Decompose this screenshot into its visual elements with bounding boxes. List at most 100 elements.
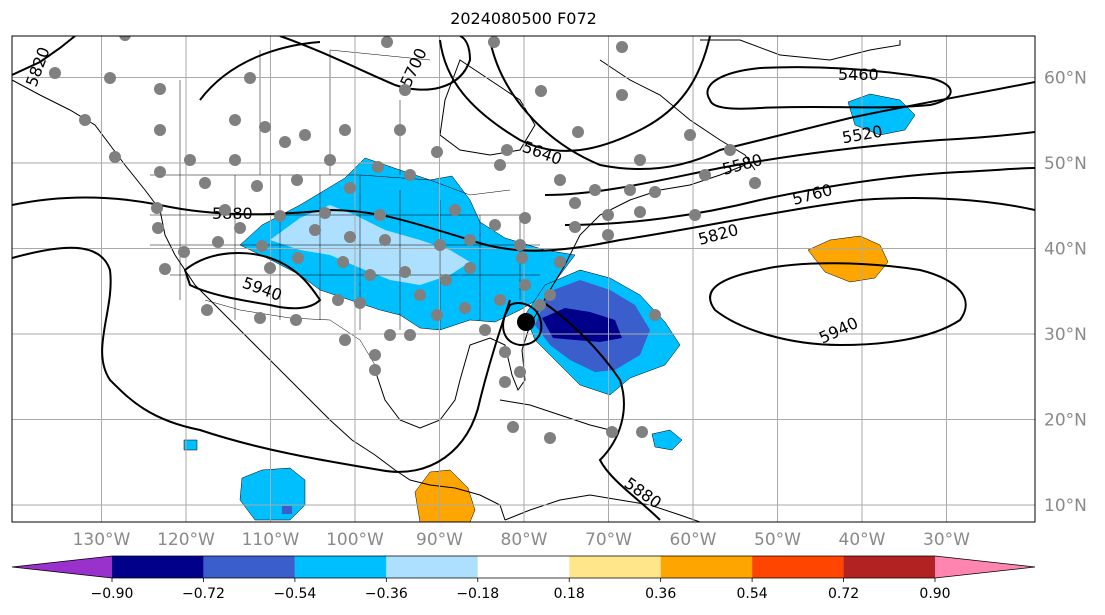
contour-label: 5880	[212, 204, 253, 223]
station-marker	[199, 177, 211, 189]
coastline-south-america	[504, 494, 701, 522]
station-marker	[459, 302, 471, 314]
station-marker	[554, 174, 566, 186]
station-marker	[689, 209, 701, 221]
station-marker	[501, 144, 513, 156]
station-marker	[369, 364, 381, 376]
contour-line	[12, 36, 76, 76]
storm-center-marker	[517, 313, 535, 331]
station-marker	[404, 169, 416, 181]
colorbar-segment	[569, 556, 661, 578]
coastline-cuba	[499, 399, 611, 431]
colorbar-segment	[294, 556, 387, 578]
station-marker	[649, 186, 661, 198]
station-marker	[159, 263, 171, 275]
coastline-gulf	[374, 164, 746, 429]
contour-line	[489, 39, 1035, 170]
station-marker	[309, 224, 321, 236]
colorbar-tick-label: −0.72	[182, 586, 225, 602]
station-marker	[274, 210, 286, 222]
station-marker	[440, 274, 452, 286]
station-marker	[616, 89, 628, 101]
anomaly-negative-region	[183, 439, 198, 451]
station-markers	[49, 36, 761, 444]
station-marker	[364, 269, 376, 281]
latitude-label: 10°N	[1044, 496, 1087, 516]
station-marker	[104, 72, 116, 84]
station-marker	[384, 329, 396, 341]
colorbar-tick-label: 0.36	[645, 586, 676, 602]
contour-label: 5820	[696, 220, 740, 249]
latitude-label: 50°N	[1044, 154, 1087, 174]
longitude-label: 30°W	[923, 530, 970, 550]
station-marker	[291, 174, 303, 186]
station-marker	[339, 334, 351, 346]
station-marker	[684, 129, 696, 141]
station-marker	[449, 204, 461, 216]
colorbar-tick-label: −0.36	[365, 586, 408, 602]
station-marker	[602, 209, 614, 221]
anomaly-negative-region	[651, 429, 683, 451]
station-marker	[279, 136, 291, 148]
station-marker	[292, 252, 304, 264]
latitude-label: 60°N	[1044, 69, 1087, 89]
station-marker	[119, 36, 131, 41]
contour-label: 5940	[816, 313, 861, 347]
station-marker	[699, 169, 711, 181]
station-marker	[634, 154, 646, 166]
colorbar-segment	[477, 556, 570, 578]
station-marker	[178, 246, 190, 258]
station-marker	[151, 202, 163, 214]
station-marker	[516, 252, 528, 264]
border-us-mexico	[204, 299, 376, 366]
contour-line	[279, 36, 472, 91]
political-borders	[150, 49, 540, 366]
station-marker	[431, 146, 443, 158]
longitude-label: 90°W	[416, 530, 463, 550]
coastline-north-america	[12, 79, 506, 521]
station-marker	[234, 222, 246, 234]
station-marker	[431, 309, 443, 321]
station-marker	[514, 366, 526, 378]
station-marker	[544, 289, 556, 301]
station-marker	[514, 239, 526, 251]
anomaly-negative-region	[847, 93, 916, 136]
station-marker	[344, 182, 356, 194]
station-marker	[519, 212, 531, 224]
contour-line	[564, 167, 1035, 226]
longitude-label: 80°W	[501, 530, 548, 550]
station-marker	[256, 240, 268, 252]
station-marker	[569, 221, 581, 233]
station-marker	[264, 262, 276, 274]
colorbar-segment	[752, 556, 844, 578]
station-marker	[414, 289, 426, 301]
coastline-greenland	[700, 39, 901, 61]
latitude-label: 40°N	[1044, 240, 1087, 260]
contour-line	[709, 262, 967, 347]
station-marker	[572, 126, 584, 138]
longitude-label: 70°W	[585, 530, 632, 550]
station-marker	[154, 83, 166, 95]
station-marker	[606, 426, 618, 438]
station-marker	[219, 204, 231, 216]
station-marker	[201, 304, 213, 316]
contour-label: 5700	[396, 45, 430, 90]
colorbar-extend-low	[12, 556, 112, 578]
coastline-labrador	[599, 59, 756, 171]
station-marker	[534, 299, 546, 311]
longitude-label: 120°W	[157, 530, 215, 550]
station-marker	[229, 114, 241, 126]
colorbar-segment	[112, 556, 204, 578]
station-marker	[152, 222, 164, 234]
longitude-label: 110°W	[242, 530, 300, 550]
anomaly-positive-region	[414, 469, 476, 522]
border-us-canada	[150, 174, 511, 196]
station-marker	[399, 84, 411, 96]
contour-line	[199, 36, 711, 152]
station-marker	[184, 154, 196, 166]
station-marker	[479, 324, 491, 336]
station-marker	[332, 294, 344, 306]
station-marker	[379, 234, 391, 246]
colorbar-segment	[843, 556, 935, 578]
